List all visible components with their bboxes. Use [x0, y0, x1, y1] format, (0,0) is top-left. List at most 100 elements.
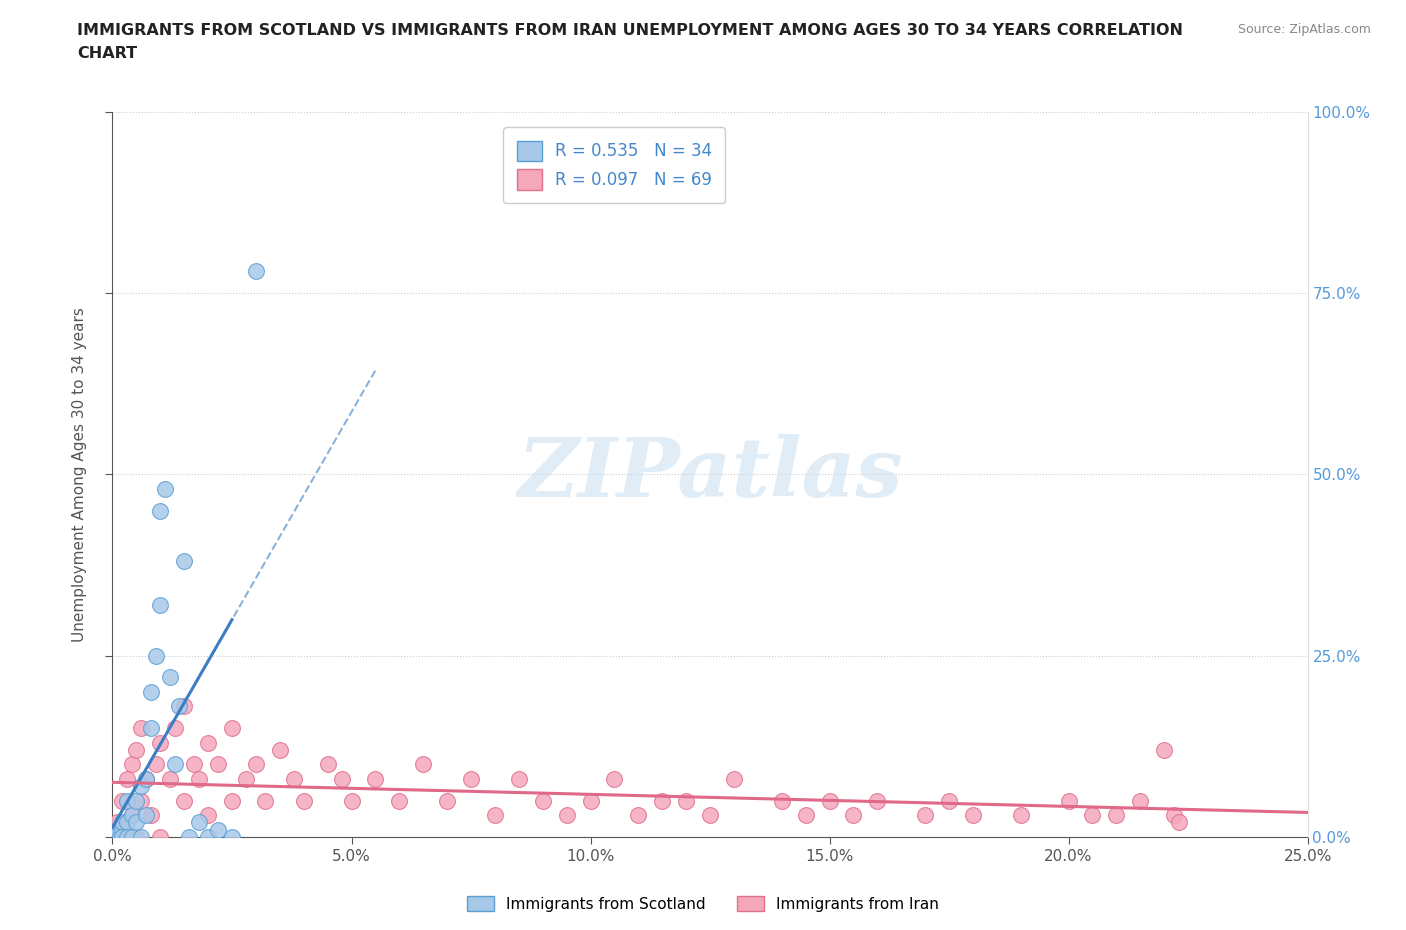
- Point: [149, 503, 172, 518]
- Point: [104, 830, 127, 844]
- Point: [125, 793, 148, 808]
- Point: [197, 830, 219, 844]
- Point: [245, 264, 267, 279]
- Point: [149, 830, 172, 844]
- Point: [938, 793, 960, 808]
- Point: [627, 808, 650, 823]
- Point: [135, 772, 157, 787]
- Point: [603, 772, 626, 787]
- Point: [115, 830, 138, 844]
- Point: [292, 793, 315, 808]
- Point: [197, 808, 219, 823]
- Point: [105, 830, 128, 844]
- Point: [254, 793, 277, 808]
- Point: [129, 721, 152, 736]
- Point: [139, 684, 162, 699]
- Point: [115, 830, 138, 844]
- Point: [207, 757, 229, 772]
- Point: [173, 554, 195, 569]
- Point: [207, 822, 229, 837]
- Point: [149, 597, 172, 612]
- Point: [169, 699, 191, 714]
- Point: [111, 815, 134, 830]
- Point: [316, 757, 339, 772]
- Point: [221, 721, 243, 736]
- Point: [1129, 793, 1152, 808]
- Point: [121, 808, 143, 823]
- Point: [460, 772, 482, 787]
- Point: [842, 808, 865, 823]
- Point: [115, 793, 138, 808]
- Point: [163, 757, 186, 772]
- Point: [121, 808, 143, 823]
- Y-axis label: Unemployment Among Ages 30 to 34 years: Unemployment Among Ages 30 to 34 years: [72, 307, 87, 642]
- Point: [125, 815, 148, 830]
- Point: [135, 808, 157, 823]
- Point: [330, 772, 353, 787]
- Point: [283, 772, 305, 787]
- Point: [579, 793, 602, 808]
- Point: [105, 822, 128, 837]
- Legend: Immigrants from Scotland, Immigrants from Iran: Immigrants from Scotland, Immigrants fro…: [461, 889, 945, 918]
- Point: [173, 793, 195, 808]
- Point: [111, 822, 134, 837]
- Point: [111, 793, 134, 808]
- Legend: R = 0.535   N = 34, R = 0.097   N = 69: R = 0.535 N = 34, R = 0.097 N = 69: [503, 127, 725, 203]
- Point: [139, 808, 162, 823]
- Point: [1010, 808, 1032, 823]
- Point: [508, 772, 530, 787]
- Point: [149, 736, 172, 751]
- Point: [866, 793, 889, 808]
- Point: [412, 757, 434, 772]
- Text: ZIPatlas: ZIPatlas: [517, 434, 903, 514]
- Point: [173, 699, 195, 714]
- Point: [121, 757, 143, 772]
- Point: [818, 793, 841, 808]
- Point: [197, 736, 219, 751]
- Point: [1105, 808, 1128, 823]
- Point: [105, 830, 128, 844]
- Point: [153, 482, 176, 497]
- Point: [187, 815, 209, 830]
- Point: [914, 808, 936, 823]
- Point: [187, 772, 209, 787]
- Point: [1163, 808, 1185, 823]
- Text: CHART: CHART: [77, 46, 138, 61]
- Point: [436, 793, 458, 808]
- Point: [115, 815, 138, 830]
- Point: [129, 778, 152, 793]
- Point: [125, 830, 148, 844]
- Point: [794, 808, 817, 823]
- Point: [129, 830, 152, 844]
- Point: [269, 742, 291, 757]
- Point: [135, 772, 157, 787]
- Point: [183, 757, 205, 772]
- Point: [723, 772, 745, 787]
- Point: [699, 808, 721, 823]
- Point: [177, 830, 200, 844]
- Point: [111, 830, 134, 844]
- Point: [1167, 815, 1189, 830]
- Point: [129, 793, 152, 808]
- Text: IMMIGRANTS FROM SCOTLAND VS IMMIGRANTS FROM IRAN UNEMPLOYMENT AMONG AGES 30 TO 3: IMMIGRANTS FROM SCOTLAND VS IMMIGRANTS F…: [77, 23, 1184, 38]
- Point: [108, 830, 131, 844]
- Point: [770, 793, 793, 808]
- Point: [675, 793, 697, 808]
- Point: [962, 808, 984, 823]
- Point: [159, 772, 181, 787]
- Point: [651, 793, 673, 808]
- Point: [555, 808, 578, 823]
- Text: Source: ZipAtlas.com: Source: ZipAtlas.com: [1237, 23, 1371, 36]
- Point: [1153, 742, 1175, 757]
- Point: [364, 772, 387, 787]
- Point: [484, 808, 506, 823]
- Point: [121, 830, 143, 844]
- Point: [1081, 808, 1104, 823]
- Point: [531, 793, 554, 808]
- Point: [159, 670, 181, 684]
- Point: [163, 721, 186, 736]
- Point: [111, 822, 134, 837]
- Point: [145, 757, 167, 772]
- Point: [221, 793, 243, 808]
- Point: [1057, 793, 1080, 808]
